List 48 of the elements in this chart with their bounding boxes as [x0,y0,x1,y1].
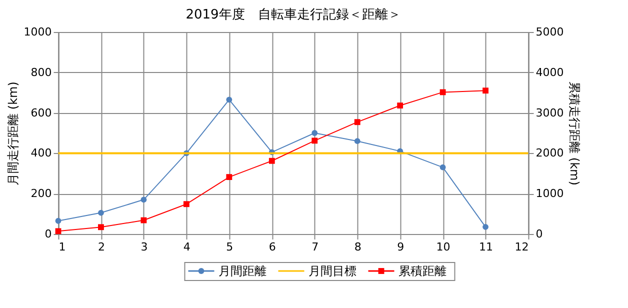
point [98,224,104,230]
x-tick-label: 8 [354,240,362,254]
y2-tick-label: 5000 [536,26,564,38]
y-tick-label: 200 [30,187,52,200]
y-tick-label: 0 [44,228,52,240]
point [354,119,360,126]
x-tick-label: 3 [140,240,148,254]
x-tick-label: 11 [479,240,494,254]
point [354,138,360,144]
y2-axis-title: 累積走行距離 (km) [568,82,582,186]
y-tick-label: 600 [30,106,52,120]
point [312,130,318,136]
x-tick-label: 9 [397,240,404,254]
point [440,164,446,170]
point [226,174,232,180]
point [55,218,62,224]
point [140,217,147,224]
point [312,138,318,144]
x-tick-label: 10 [436,240,450,254]
point [268,158,275,164]
x-tick-label: 5 [226,240,234,254]
point [482,224,488,230]
legend-label: 累積距離 [398,264,446,278]
point [140,196,147,203]
x-tick-label: 4 [183,240,190,254]
point [440,89,446,96]
legend-label: 月間距離 [218,264,266,278]
y2-tick-label: 2000 [536,146,564,160]
y-axis-title: 月間走行距離 (km) [6,82,20,186]
point [226,96,232,103]
x-tick-label: 6 [268,240,276,254]
x-tick-label: 7 [312,240,319,254]
chart-title: 2019年度 自転車走行記録＜距離＞ [186,6,401,22]
y-tick-label: 1000 [24,26,52,38]
y2-tick-label: 1000 [536,187,564,200]
point [183,201,190,208]
y2-tick-label: 0 [536,228,543,240]
x-tick-label: 1 [58,240,66,254]
point [397,102,404,108]
y2-tick-label: 4000 [536,66,564,79]
legend-label: 月間目標 [308,264,356,278]
x-tick-label: 2 [98,240,105,254]
y-tick-label: 400 [30,146,52,160]
y-tick-label: 800 [30,66,52,79]
point [98,210,104,216]
y2-tick-label: 3000 [536,106,564,120]
x-tick-label: 12 [514,240,529,254]
point [482,88,488,94]
